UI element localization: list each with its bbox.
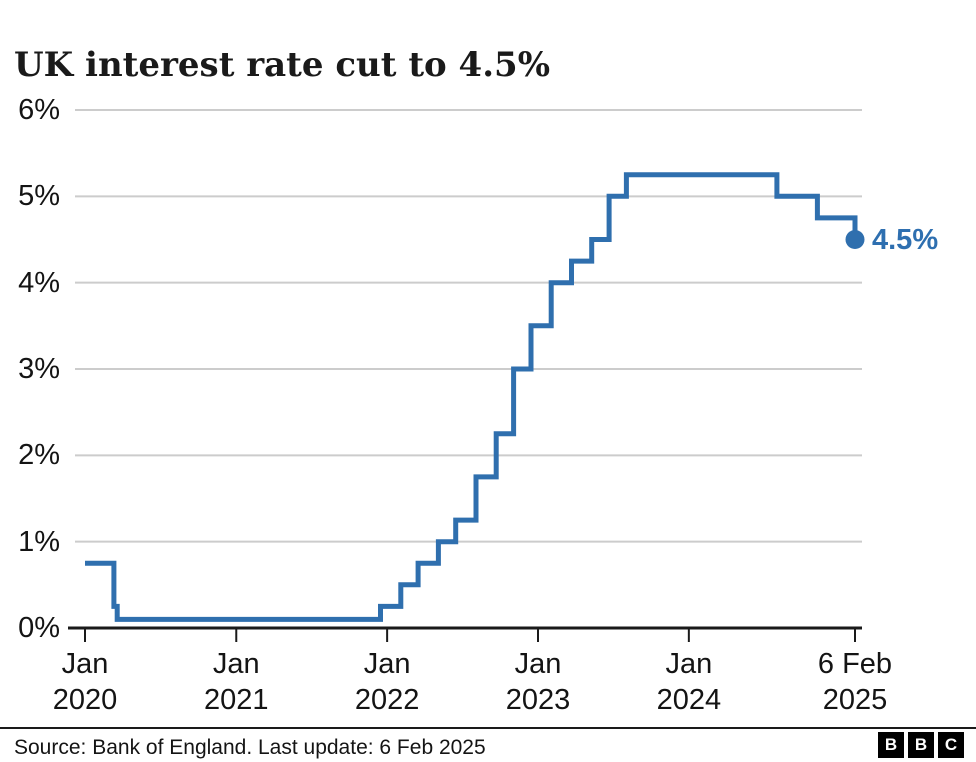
- x-axis-label: Jan 2021: [166, 646, 306, 718]
- x-axis-label-year: 2020: [52, 684, 118, 716]
- x-axis-label-month: Jan: [514, 648, 562, 680]
- x-axis-label: Jan 2024: [619, 646, 759, 718]
- bbc-logo-block: C: [938, 732, 964, 758]
- bbc-logo-block: B: [878, 732, 904, 758]
- y-axis-label: 2%: [18, 439, 60, 472]
- x-axis-label-month: 6 Feb: [817, 648, 893, 680]
- y-axis-label: 6%: [18, 94, 60, 126]
- chart-title: UK interest rate cut to 4.5%: [14, 44, 550, 85]
- footer-divider: [0, 727, 976, 729]
- x-axis-label: Jan 2023: [468, 646, 608, 718]
- y-axis-label: 0%: [18, 612, 60, 644]
- y-axis-label: 1%: [18, 525, 60, 558]
- x-axis-label: 6 Feb 2025: [785, 646, 925, 718]
- x-axis-label-month: Jan: [212, 648, 260, 680]
- source-caption: Source: Bank of England. Last update: 6 …: [14, 736, 486, 759]
- x-axis-label-month: Jan: [363, 648, 411, 680]
- x-axis-label-year: 2022: [354, 684, 420, 716]
- x-axis-label-year: 2025: [822, 684, 888, 716]
- x-axis-label-year: 2021: [204, 684, 269, 716]
- x-axis-label-month: Jan: [665, 648, 713, 680]
- x-axis-label: Jan 2020: [15, 646, 155, 718]
- bbc-logo-block: B: [908, 732, 934, 758]
- end-point-marker: [845, 230, 865, 249]
- y-axis-label: 3%: [18, 353, 60, 385]
- x-axis-label-month: Jan: [61, 648, 109, 680]
- latest-rate-label: 4.5%: [872, 223, 939, 256]
- x-axis-label: Jan 2022: [317, 646, 457, 718]
- rate-step-line: [85, 172, 858, 622]
- y-axis-label: 5%: [18, 180, 60, 213]
- y-axis-label: 4%: [18, 266, 60, 299]
- x-axis-label-year: 2023: [505, 684, 571, 716]
- x-axis-label-year: 2024: [656, 684, 722, 716]
